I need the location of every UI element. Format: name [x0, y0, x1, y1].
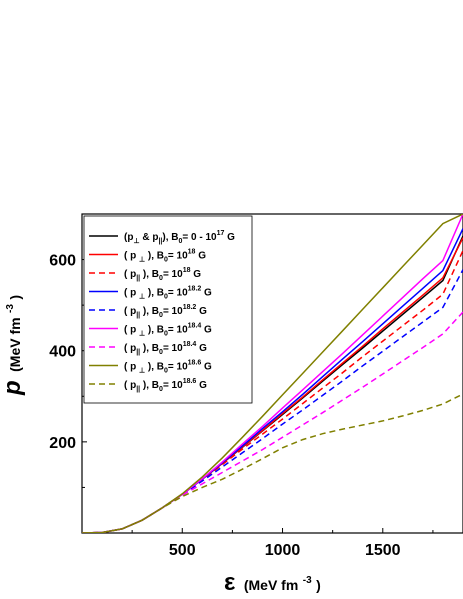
- series-layer: [82, 214, 463, 533]
- x-axis-unit-exp: -3: [303, 575, 312, 586]
- legend-label: ( p|| ), B0= 1018 G: [124, 267, 201, 282]
- legend-label: ( p|| ), B0= 1018.6 G: [124, 378, 207, 393]
- series-line-5: [82, 269, 463, 533]
- y-axis-title: p (MeV fm -3 ): [0, 295, 26, 396]
- series-line-9: [82, 393, 463, 533]
- legend-label: ( p ⊥ ), B0= 1018.4 G: [124, 323, 212, 338]
- x-tick-label: 1000: [265, 542, 301, 559]
- x-axis-symbol: ε: [224, 569, 235, 596]
- ticks-layer: 500 1000 1500 200 400 600: [49, 213, 434, 559]
- legend-label: (p⊥ & p||), B0= 0 - 1017 G: [124, 230, 235, 245]
- series-line-3: [82, 250, 463, 533]
- legend-label: ( p ⊥ ), B0= 1018.6 G: [124, 360, 212, 375]
- legend: (p⊥ & p||), B0= 0 - 1017 G ( p ⊥ ), B0= 1…: [83, 215, 253, 404]
- legend-label: ( p ⊥ ), B0= 1018.2 G: [124, 286, 212, 301]
- legend-label: ( p ⊥ ), B0= 1018 G: [124, 249, 206, 264]
- x-axis-unit-close: ): [316, 577, 321, 593]
- legend-label: ( p|| ), B0= 1018.2 G: [124, 304, 207, 319]
- y-axis-symbol: p: [0, 380, 26, 396]
- series-line-8: [82, 214, 463, 533]
- y-tick-label: 200: [49, 435, 76, 452]
- series-line-7: [82, 311, 463, 533]
- y-tick-label: 600: [49, 253, 76, 270]
- y-axis-unit-exp: -3: [5, 304, 16, 313]
- legend-label: ( p|| ), B0= 1018.4 G: [124, 341, 207, 356]
- x-tick-label: 1500: [365, 542, 401, 559]
- y-axis-unit-close: ): [7, 295, 23, 300]
- x-axis-unit: (MeV fm: [244, 577, 298, 593]
- y-axis-unit: (MeV fm: [7, 317, 23, 371]
- x-tick-label: 500: [169, 542, 196, 559]
- x-axis-title: ε (MeV fm -3 ): [224, 569, 321, 596]
- y-tick-label: 400: [49, 344, 76, 361]
